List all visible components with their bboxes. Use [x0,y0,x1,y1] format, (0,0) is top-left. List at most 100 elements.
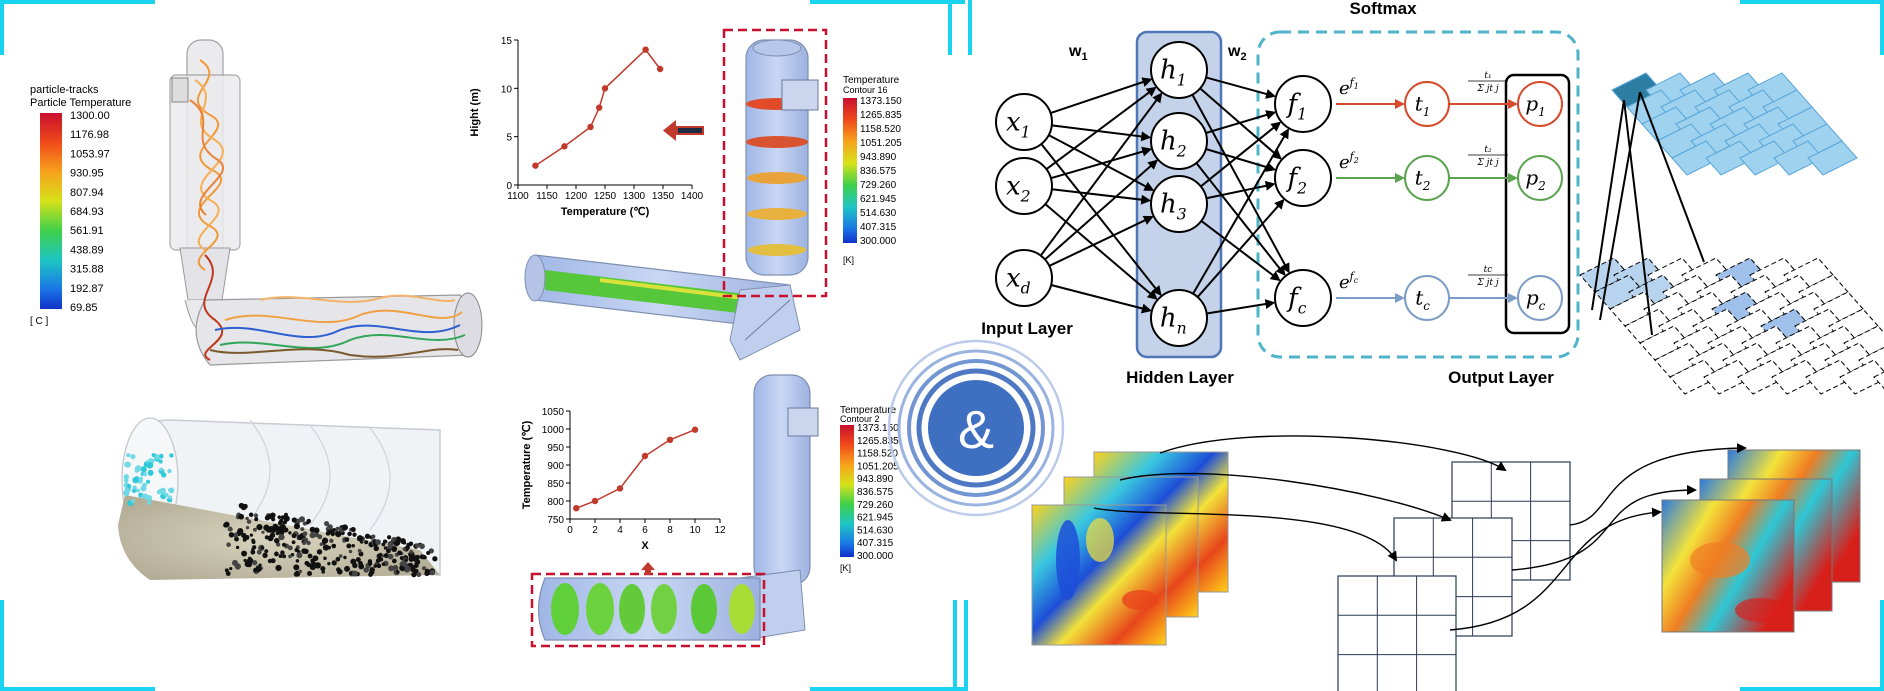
particle [383,539,388,544]
particle [256,549,262,555]
legend-value: 729.260 [857,500,894,511]
grid-cell [1839,359,1884,395]
particle [275,564,282,572]
particle [416,572,422,578]
particle [419,543,425,550]
red-up-arrow [641,562,655,570]
particle [123,474,129,480]
particle [347,531,352,537]
particle [226,542,231,548]
exp-label: ef2 [1339,150,1359,173]
particle [384,553,389,557]
particle [368,572,373,577]
particle [381,542,386,547]
particle [288,531,292,535]
particle [264,535,269,540]
particle [307,553,313,559]
legend-title: Temperature [840,405,897,416]
fraction-denominator: Σ jt j [1476,278,1498,288]
hidden-node-label: h3 [1160,189,1187,223]
particle [358,563,365,570]
particle [371,534,376,539]
legend-value: 1051.205 [860,138,902,149]
particle [331,543,337,549]
edge [1195,162,1286,277]
x-tick-label: 6 [642,525,648,536]
legend-unit: [K] [843,255,854,265]
particle [282,554,287,559]
data-point [642,46,649,53]
w2-label: w2 [1227,43,1247,63]
particle [391,546,398,553]
input-node [995,249,1053,307]
particle [387,535,392,540]
p-node-label: p1 [1525,91,1545,119]
exp-label: efc [1339,270,1359,293]
particle [351,544,355,548]
particle [279,524,286,531]
legend-value: 943.890 [860,152,897,163]
particle [280,550,285,555]
input-node [995,157,1053,215]
particle [400,538,406,544]
particle [141,493,146,498]
particle [158,459,163,464]
particle [269,525,273,530]
w1-label: w1 [1068,43,1088,63]
particle [254,517,259,522]
particle [288,554,292,559]
particle [352,570,359,577]
fraction-numerator: t₂ [1484,145,1492,155]
particle [124,461,130,468]
particle [375,539,381,546]
feature-map-grid [1611,72,1858,176]
particle [233,532,239,538]
legend-value: 1300.00 [70,110,110,122]
particle [307,571,313,576]
particle [242,537,247,542]
horizontal-reactor-drum [524,254,801,361]
particle [327,561,331,566]
particle [302,531,308,537]
particle [277,515,282,519]
legend-value: 514.630 [860,208,897,219]
particle [391,558,397,564]
legend-value: 621.945 [857,513,894,524]
hidden-node [1150,289,1208,347]
particle [146,479,151,484]
particle [348,571,353,576]
particle [146,462,154,469]
f-node [1274,149,1332,207]
data-point [591,497,599,505]
particle [343,555,347,560]
fraction-denominator: Σ jt j [1476,158,1498,168]
particle [306,521,310,525]
particle [158,453,164,459]
legend-value: 1265.835 [857,436,899,447]
particle [352,532,357,537]
particle [337,568,343,575]
legend-value: 807.94 [70,187,104,199]
f-node [1274,269,1332,327]
particle [320,566,326,572]
data-point [656,65,664,73]
legend-value: 1158.520 [857,449,898,460]
particle [261,530,265,534]
legend-title: particle-tracks [30,84,99,96]
edge [1051,124,1152,142]
particle [324,521,330,527]
legend-value: 943.890 [857,474,894,485]
particle [272,523,279,530]
p-node [1517,275,1563,321]
particle [269,512,276,519]
particle [363,567,370,573]
cyan-particles [123,452,175,507]
output-layer-label: Output Layer [1448,368,1554,387]
particle [295,559,300,563]
particle [344,565,351,572]
edge [1044,203,1158,300]
particle [240,504,247,511]
particle [262,552,268,558]
input-node [995,93,1053,151]
